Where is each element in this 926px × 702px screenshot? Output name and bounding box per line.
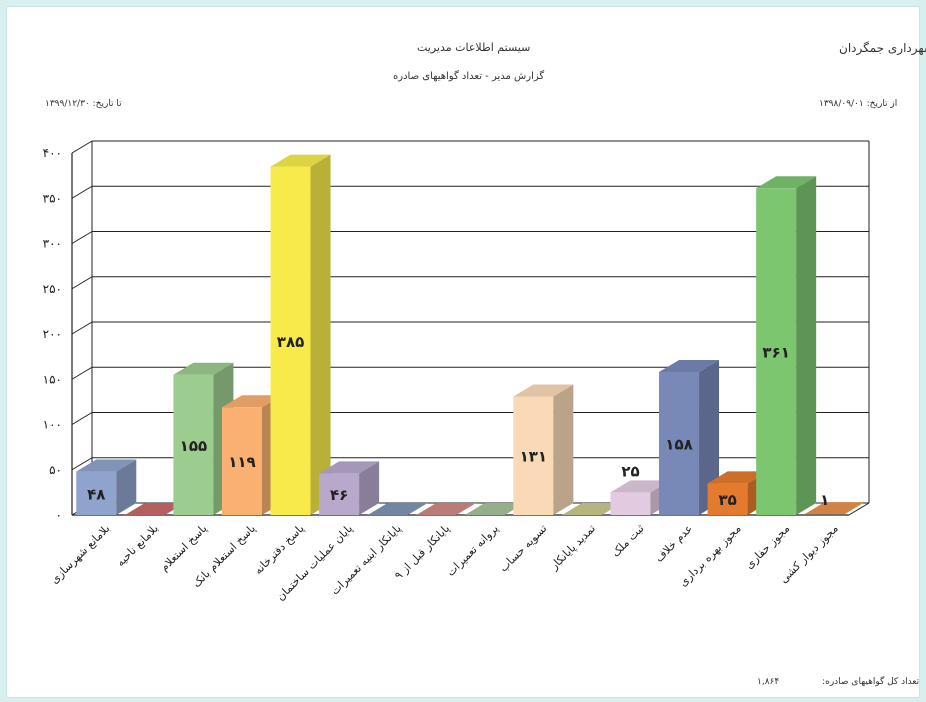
bar (270, 154, 331, 515)
bar (464, 503, 525, 515)
report-page: سیستم اطلاعات مدیریت گزارش مدیر - تعداد … (6, 6, 926, 698)
y-tick-label: ۳۵۰ (43, 191, 62, 205)
bar-top (416, 503, 477, 515)
bar-front (221, 407, 262, 515)
system-title: سیستم اطلاعات مدیریت (417, 41, 531, 54)
y-tick-label: ۱۵۰ (43, 372, 62, 386)
bar-top (707, 471, 768, 484)
grid-depth-line (71, 412, 93, 425)
bar (513, 384, 574, 515)
bar-value-label: ۱ (820, 491, 829, 509)
bar-top (270, 154, 331, 167)
bar-value-label: ۱۱۹ (228, 453, 255, 471)
x-tick-label: مجوز حفاری (743, 522, 793, 572)
x-tick-label: ثبت ملک (609, 522, 647, 560)
grid-depth-line (71, 321, 93, 335)
grid-depth-line (71, 140, 93, 154)
bar-value-label: ۳۸۵ (277, 333, 304, 351)
bar-value-label: ۱۵۵ (180, 437, 207, 455)
bar-top (367, 503, 428, 515)
report-subtitle: گزارش مدیر - تعداد گواهیهای صادره (393, 71, 545, 82)
bar-front (756, 188, 797, 516)
bar-value-label: ۲۵ (621, 462, 639, 480)
bar (561, 503, 622, 515)
grid-depth-line (71, 276, 93, 290)
to-date-label: تا تاریخ: (92, 99, 122, 109)
x-tick-label: بلامانع شهرسازی (48, 522, 112, 586)
bar-top (464, 503, 525, 515)
bar-side (310, 154, 331, 515)
organization-name: شهرداری جمگردان (839, 41, 926, 55)
bar-front (513, 396, 554, 515)
total-value: ۱,۸۶۴ (757, 677, 780, 687)
from-date: از تاریخ: ۱۳۹۸/۰۹/۰۱ (819, 99, 897, 109)
total-certificates: تعداد کل گواهیهای صادره: ۱,۸۶۴ (757, 677, 919, 687)
x-tick-label: بلامانع ناحیه (114, 522, 161, 569)
bar-front (173, 374, 214, 515)
bar-front (270, 166, 311, 515)
bar (416, 503, 477, 515)
y-tick-label: ۰ (56, 508, 62, 522)
bar-front (659, 372, 700, 515)
to-date-value: ۱۳۹۹/۱۲/۳۰ (45, 99, 90, 109)
from-date-value: ۱۳۹۸/۰۹/۰۱ (819, 99, 864, 109)
bar-front (76, 471, 117, 515)
y-tick-label: ۱۰۰ (43, 418, 62, 432)
bar (804, 502, 865, 515)
y-tick-label: ۲۰۰ (43, 327, 62, 341)
from-date-label: از تاریخ: (866, 99, 898, 109)
to-date: تا تاریخ: ۱۳۹۹/۱۲/۳۰ (45, 99, 122, 109)
x-tick-label: عدم خلاف (652, 522, 695, 565)
bar-top (124, 503, 185, 515)
total-label: تعداد کل گواهیهای صادره: (822, 677, 920, 687)
chart-plot-area: ۰ ۵۰ ۱۰۰ ۱۵۰ ۲۰۰ ۲۵۰ ۳۰۰ ۳۵۰ ۴۰۰ ۴۸ بلامانع شهرساز… (43, 140, 870, 603)
bar-value-label: ۳۵ (718, 491, 736, 509)
floor-edge (848, 502, 870, 516)
bar-top (756, 176, 817, 189)
bar-top (319, 461, 380, 474)
y-tick-label: ۳۰۰ (43, 237, 62, 251)
grid-depth-line (71, 366, 93, 380)
x-tick-label: پاسخ استعلام (158, 522, 210, 574)
x-tick-label: تمدید پایانکار (547, 522, 598, 573)
grid-depth-line (71, 231, 93, 244)
bar-value-label: ۱۳۱ (520, 448, 547, 466)
x-tick-label: پروانه تعمیرات (444, 522, 501, 579)
x-tick-label: تسویه حساب (497, 522, 550, 575)
bar-top (513, 384, 574, 397)
bar (659, 360, 720, 515)
bar-value-label: ۴۸ (87, 485, 105, 503)
bar-top (659, 360, 720, 373)
grid-depth-line (71, 457, 93, 471)
bar (76, 459, 137, 515)
bar-side (553, 384, 574, 515)
bar-top (173, 362, 234, 375)
bar-front (707, 483, 748, 515)
bar-top (76, 459, 137, 472)
y-tick-label: ۲۵۰ (43, 282, 62, 296)
bar-side (699, 360, 720, 515)
bar-front (319, 473, 360, 515)
bar-top (804, 502, 865, 515)
bar (124, 503, 185, 515)
bar (319, 461, 380, 515)
bar-side (796, 176, 817, 516)
bar-top (561, 503, 622, 515)
bar-value-label: ۳۶۱ (762, 344, 789, 362)
grid-depth-line (71, 185, 93, 199)
bar-value-label: ۱۵۸ (665, 436, 692, 454)
bar-front (610, 492, 651, 515)
y-tick-label: ۴۰۰ (43, 146, 62, 160)
bar-chart: ۰ ۵۰ ۱۰۰ ۱۵۰ ۲۰۰ ۲۵۰ ۳۰۰ ۳۵۰ ۴۰۰ ۴۸ بلامانع شهرساز… (43, 140, 870, 603)
y-tick-label: ۵۰ (49, 463, 62, 477)
bar-side (116, 459, 137, 515)
bar (367, 503, 428, 515)
bar-value-label: ۴۶ (330, 486, 348, 504)
bar-side (359, 461, 380, 515)
bar-top (610, 480, 671, 493)
bar-top (221, 395, 282, 408)
bar (756, 176, 817, 516)
